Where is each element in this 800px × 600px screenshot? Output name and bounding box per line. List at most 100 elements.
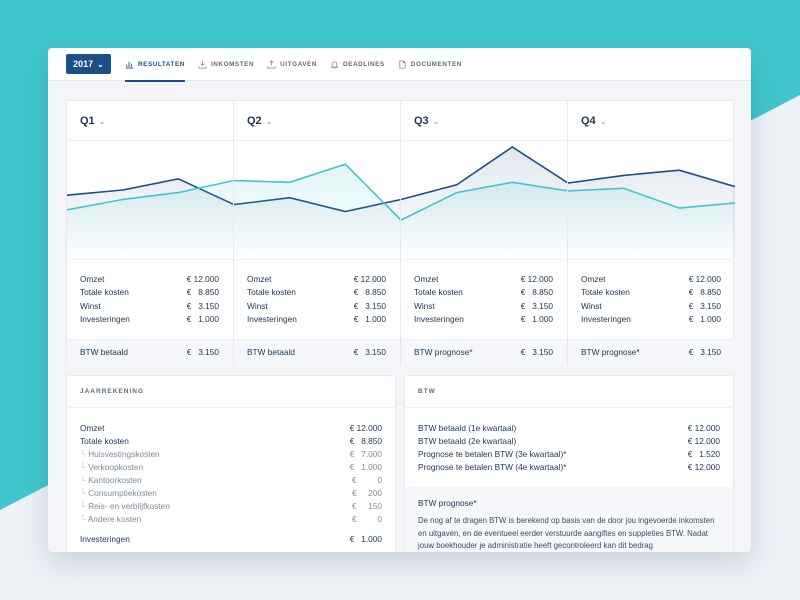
tab-label: RESULTATEN xyxy=(138,60,185,68)
cost-subrow: Huisvestingskosten € 7.000 xyxy=(67,448,395,461)
row-value: € 3.150 xyxy=(688,300,721,311)
row-label: Reis- en verblijfkosten xyxy=(80,500,170,513)
row-value: € 12.000 xyxy=(687,436,720,446)
row-label: Omzet xyxy=(247,274,272,284)
row-label: Winst xyxy=(414,300,435,311)
quarter-overview: Q1 ⌄ Omzet € 12.000 Totale kosten € 8.850 … xyxy=(66,100,735,366)
footer-label: BTW betaald xyxy=(247,347,295,357)
row-value: € 3.150 xyxy=(353,300,386,311)
quarter-selector-q2[interactable]: Q2 ⌄ xyxy=(247,115,272,127)
footer-value: € 3.150 xyxy=(520,347,553,357)
row-value: € 12.000 xyxy=(349,423,382,433)
footer-label: BTW prognose* xyxy=(581,347,640,357)
footer-label: BTW betaald xyxy=(80,347,128,357)
row-value: € 12.000 xyxy=(688,274,721,284)
row-label: Winst xyxy=(80,300,101,311)
quarter-title: Q4 xyxy=(581,115,596,127)
row-label: Winst xyxy=(581,300,602,311)
row-value: € 8.850 xyxy=(520,287,553,298)
cost-subrow: Consumptiekosten € 200 xyxy=(67,487,395,500)
row-value: € 8.850 xyxy=(349,436,382,446)
panel-title: BTW xyxy=(405,376,733,408)
row-label: Omzet xyxy=(414,274,439,284)
top-navigation: 2017 ⌄ RESULTATEN INKOMSTEN UITGAVEN DEA… xyxy=(48,48,751,82)
row-investeringen: Investeringen € 1.000 xyxy=(80,313,219,326)
row-label: Totale kosten xyxy=(80,436,129,446)
row-value: € 3.150 xyxy=(520,300,553,311)
row-value: € 8.850 xyxy=(688,287,721,298)
quarter-selector-q1[interactable]: Q1 ⌄ xyxy=(80,115,105,127)
row-label: Investeringen xyxy=(80,313,130,324)
tab-resultaten[interactable]: RESULTATEN xyxy=(125,48,185,82)
quarter-footer: BTW betaald € 3.150 xyxy=(67,339,233,366)
row-value: € 0 xyxy=(352,514,382,524)
row-totale-kosten: Totale kosten € 8.850 xyxy=(414,286,553,299)
row-label: Investeringen xyxy=(80,534,130,544)
row-omzet: Omzet € 12.000 xyxy=(581,273,721,286)
row-totale-kosten: Totale kosten € 8.850 xyxy=(581,286,721,299)
row-value: € 1.000 xyxy=(520,313,553,324)
row-winst: Winst € 3.150 xyxy=(581,300,721,313)
upload-icon xyxy=(267,59,276,69)
jaarrekening-row: Omzet € 12.000 xyxy=(67,422,395,435)
btw-row: Prognose te betalen BTW (3e kwartaal)* € … xyxy=(405,448,733,461)
cost-subrow: Verkoopkosten € 1.000 xyxy=(67,461,395,474)
year-selector[interactable]: 2017 ⌄ xyxy=(66,54,111,74)
year-label: 2017 xyxy=(73,59,94,69)
quarter-title: Q1 xyxy=(80,115,95,127)
row-label: Omzet xyxy=(80,423,105,433)
row-totale-kosten: Totale kosten € 8.850 xyxy=(80,286,219,299)
row-label: Consumptiekosten xyxy=(80,487,157,500)
row-value: € 12.000 xyxy=(186,274,219,284)
row-label: Totale kosten xyxy=(581,287,630,298)
row-value: € 12.000 xyxy=(353,274,386,284)
tab-label: INKOMSTEN xyxy=(210,60,255,68)
quarter-column-q3: Q3 ⌄ Omzet € 12.000 Totale kosten € 8.850 … xyxy=(401,101,568,366)
row-omzet: Omzet € 12.000 xyxy=(247,273,386,286)
cost-subrow: Kantoorkosten € 0 xyxy=(67,474,395,487)
footer-label: BTW prognose* xyxy=(414,347,473,357)
cost-subrow: Andere kosten € 0 xyxy=(67,513,395,526)
quarter-selector-q4[interactable]: Q4 ⌄ xyxy=(581,115,606,127)
quarter-column-q2: Q2 ⌄ Omzet € 12.000 Totale kosten € 8.850 … xyxy=(234,101,401,366)
jaarrekening-row: Investeringen € 1.000 xyxy=(67,533,395,546)
row-value: € 1.000 xyxy=(186,313,219,324)
series-line-1 xyxy=(67,146,735,213)
bell-icon xyxy=(330,60,339,69)
row-investeringen: Investeringen € 1.000 xyxy=(247,313,386,326)
row-label: BTW betaald (2e kwartaal) xyxy=(418,436,517,446)
tab-uitgaven[interactable]: UITGAVEN xyxy=(267,48,317,81)
tab-label: UITGAVEN xyxy=(280,60,317,68)
row-label: Totale kosten xyxy=(247,287,296,298)
row-label: Investeringen xyxy=(247,313,297,324)
series-area-2 xyxy=(67,164,735,261)
quarter-column-q1: Q1 ⌄ Omzet € 12.000 Totale kosten € 8.850 … xyxy=(67,101,234,366)
quarter-title: Q3 xyxy=(414,115,429,127)
row-value: € 1.000 xyxy=(349,534,382,544)
series-line-2 xyxy=(67,163,735,222)
tab-deadlines[interactable]: DEADLINES xyxy=(330,48,385,81)
row-label: Prognose te betalen BTW (4e kwartaal)* xyxy=(418,462,567,472)
jaarrekening-row: Totale kosten € 8.850 xyxy=(67,435,395,448)
tab-inkomsten[interactable]: INKOMSTEN xyxy=(198,48,254,81)
row-value: € 8.850 xyxy=(186,287,219,298)
row-label: Verkoopkosten xyxy=(80,461,143,474)
row-label: BTW betaald (1e kwartaal) xyxy=(418,423,517,433)
tab-documenten[interactable]: DOCUMENTEN xyxy=(398,48,462,81)
row-investeringen: Investeringen € 1.000 xyxy=(414,313,553,326)
row-omzet: Omzet € 12.000 xyxy=(80,273,219,286)
quarter-selector-q3[interactable]: Q3 ⌄ xyxy=(414,115,439,127)
row-investeringen: Investeringen € 1.000 xyxy=(581,313,721,326)
divider xyxy=(67,140,735,141)
jaarrekening-panel: JAARREKENING Omzet € 12.000 Totale kosten €… xyxy=(66,375,396,552)
quarter-footer: BTW prognose* € 3.150 xyxy=(401,339,567,366)
footer-value: € 3.150 xyxy=(186,347,219,357)
row-winst: Winst € 3.150 xyxy=(414,300,553,313)
row-label: Winst xyxy=(247,300,268,311)
btw-prognose-note: BTW prognose* De nog af te dragen BTW is… xyxy=(405,487,733,552)
quarter-footer: BTW prognose* € 3.150 xyxy=(568,339,735,366)
row-value: € 1.520 xyxy=(687,449,720,459)
row-value: € 1.000 xyxy=(688,313,721,324)
panel-title: JAARREKENING xyxy=(67,376,395,408)
note-title: BTW prognose* xyxy=(418,498,477,508)
